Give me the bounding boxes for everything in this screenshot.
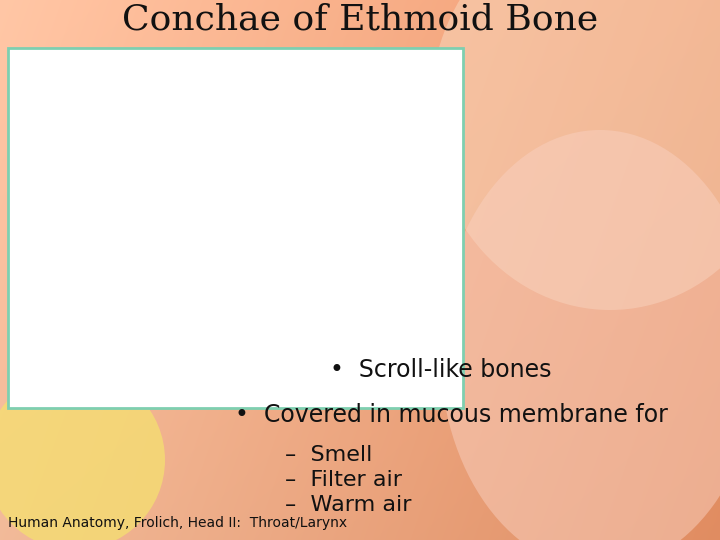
Text: –  Warm air: – Warm air [285, 495, 412, 515]
Text: –  Smell: – Smell [285, 445, 372, 465]
Text: Human Anatomy, Frolich, Head II:  Throat/Larynx: Human Anatomy, Frolich, Head II: Throat/… [8, 516, 347, 530]
Ellipse shape [440, 130, 720, 540]
FancyBboxPatch shape [8, 48, 463, 408]
Text: •  Covered in mucous membrane for: • Covered in mucous membrane for [235, 403, 668, 427]
Ellipse shape [0, 370, 165, 540]
Text: Conchae of Ethmoid Bone: Conchae of Ethmoid Bone [122, 3, 598, 37]
Text: •  Scroll-like bones: • Scroll-like bones [330, 358, 552, 382]
Ellipse shape [430, 0, 720, 310]
Text: –  Filter air: – Filter air [285, 470, 402, 490]
